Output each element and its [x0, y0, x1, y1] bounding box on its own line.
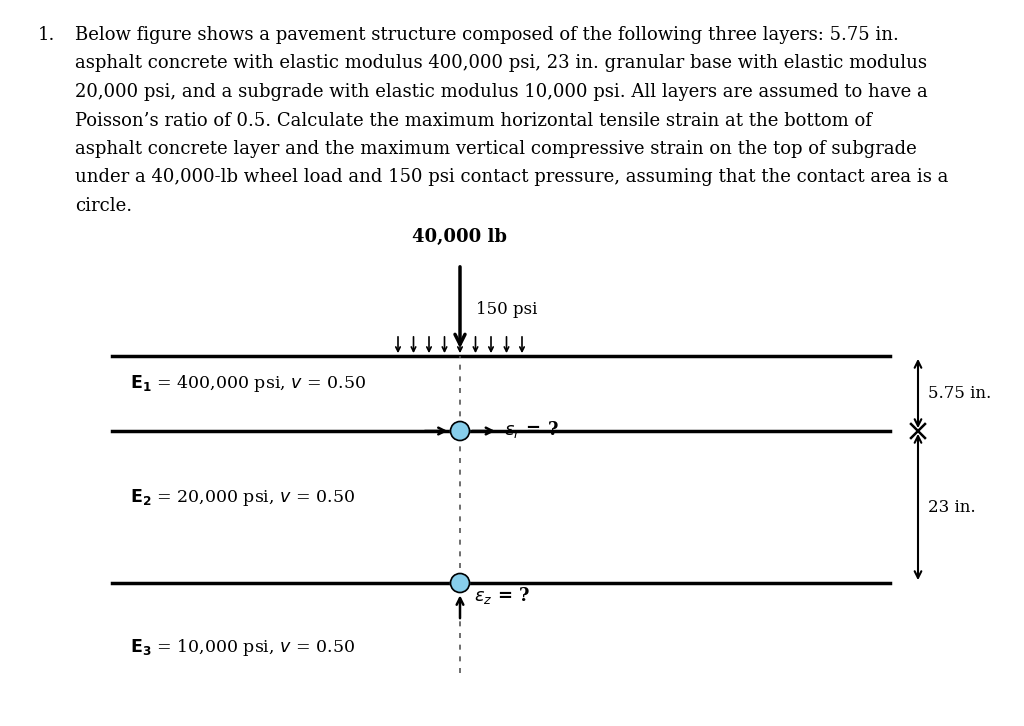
Text: 150 psi: 150 psi	[476, 301, 538, 318]
Circle shape	[451, 574, 469, 592]
Text: $\mathbf{E_1}$ = 400,000 psi, $\mathit{v}$ = 0.50: $\mathbf{E_1}$ = 400,000 psi, $\mathit{v…	[130, 373, 366, 394]
Text: asphalt concrete layer and the maximum vertical compressive strain on the top of: asphalt concrete layer and the maximum v…	[75, 140, 916, 158]
Text: $\varepsilon_z$ = ?: $\varepsilon_z$ = ?	[474, 584, 530, 605]
Text: 40,000 lb: 40,000 lb	[413, 228, 508, 246]
Circle shape	[451, 422, 469, 441]
Text: $\varepsilon_r$ = ?: $\varepsilon_r$ = ?	[504, 418, 559, 439]
Text: $\mathbf{E_2}$ = 20,000 psi, $\mathit{v}$ = 0.50: $\mathbf{E_2}$ = 20,000 psi, $\mathit{v}…	[130, 486, 355, 507]
Text: circle.: circle.	[75, 197, 132, 215]
Text: under a 40,000-lb wheel load and 150 psi contact pressure, assuming that the con: under a 40,000-lb wheel load and 150 psi…	[75, 168, 948, 187]
Text: 5.75 in.: 5.75 in.	[928, 385, 991, 402]
Text: $\mathbf{E_3}$ = 10,000 psi, $\mathit{v}$ = 0.50: $\mathbf{E_3}$ = 10,000 psi, $\mathit{v}…	[130, 637, 355, 658]
Text: Poisson’s ratio of 0.5. Calculate the maximum horizontal tensile strain at the b: Poisson’s ratio of 0.5. Calculate the ma…	[75, 112, 871, 129]
Text: 20,000 psi, and a subgrade with elastic modulus 10,000 psi. All layers are assum: 20,000 psi, and a subgrade with elastic …	[75, 83, 928, 101]
Text: Below figure shows a pavement structure composed of the following three layers: : Below figure shows a pavement structure …	[75, 26, 899, 44]
Text: 1.: 1.	[38, 26, 55, 44]
Text: 23 in.: 23 in.	[928, 499, 976, 515]
Text: asphalt concrete with elastic modulus 400,000 psi, 23 in. granular base with ela: asphalt concrete with elastic modulus 40…	[75, 54, 927, 73]
